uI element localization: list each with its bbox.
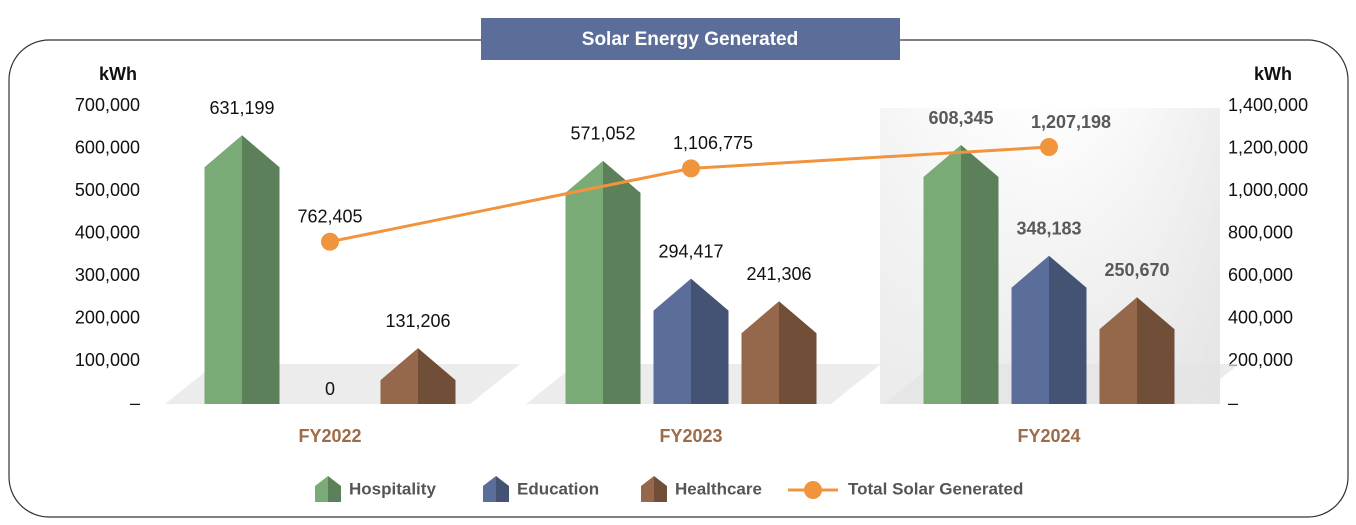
y2-tick-label: 400,000 (1228, 308, 1293, 328)
y2-tick-label: 1,400,000 (1228, 95, 1308, 115)
title-box (481, 18, 900, 60)
data-label: 608,345 (928, 108, 993, 128)
data-label: 294,417 (658, 241, 723, 261)
line-point (1040, 138, 1058, 157)
chart-title: Solar Energy Generated (582, 29, 798, 50)
y2-tick-label: 1,000,000 (1228, 180, 1308, 200)
data-label: 0 (325, 379, 335, 399)
data-label: 131,206 (385, 311, 450, 331)
y2-tick-label: 600,000 (1228, 265, 1293, 285)
legend-icon-left (315, 476, 328, 502)
data-label: 1,106,775 (673, 133, 753, 153)
x-tick-label: FY2024 (1017, 426, 1080, 446)
y-tick-label: 200,000 (75, 308, 140, 328)
legend-label: Total Solar Generated (848, 479, 1023, 498)
bar (565, 160, 641, 404)
legend-icon-right (654, 476, 667, 502)
data-label: 348,183 (1016, 219, 1081, 239)
bar-face-left (565, 160, 603, 404)
bar-face-left (653, 278, 691, 404)
legend-icon-left (483, 476, 496, 502)
y2-tick-label: – (1228, 393, 1238, 413)
x-tick-label: FY2022 (298, 426, 361, 446)
bar (204, 135, 280, 405)
bar-face-right (1137, 297, 1175, 404)
bar (653, 278, 729, 404)
bar-face-left (380, 348, 418, 404)
bar-face-right (242, 135, 280, 405)
y-tick-label: 500,000 (75, 180, 140, 200)
bar-face-left (1011, 255, 1049, 404)
y-tick-label: 600,000 (75, 137, 140, 157)
line-point (321, 232, 339, 251)
y2-tick-label: 1,200,000 (1228, 137, 1308, 157)
data-label: 1,207,198 (1031, 112, 1111, 132)
legend-icon-right (496, 476, 509, 502)
bar-face-left (1099, 297, 1137, 404)
bar-face-right (1049, 255, 1087, 404)
data-label: 241,306 (746, 264, 811, 284)
legend-label: Education (517, 479, 599, 498)
bar (1099, 297, 1175, 404)
bar-face-right (603, 160, 641, 404)
bar-face-right (691, 278, 729, 404)
bar-face-right (779, 301, 817, 404)
x-tick-label: FY2023 (659, 426, 722, 446)
y-tick-label: 700,000 (75, 95, 140, 115)
legend-marker (804, 481, 822, 499)
y-axis-label: kWh (99, 64, 137, 84)
y2-tick-label: 800,000 (1228, 222, 1293, 242)
bar-face-left (204, 135, 242, 405)
y2-axis-label: kWh (1254, 64, 1292, 84)
data-label: 250,670 (1104, 260, 1169, 280)
bar-face-right (418, 348, 456, 404)
data-label: 762,405 (297, 206, 362, 226)
legend-label: Healthcare (675, 479, 762, 498)
bar (741, 301, 817, 404)
y-tick-label: 300,000 (75, 265, 140, 285)
bar (1011, 255, 1087, 404)
bar-face-left (741, 301, 779, 404)
legend-icon-right (328, 476, 341, 502)
bar-face-right (961, 145, 999, 404)
y-tick-label: – (130, 393, 140, 413)
legend-icon-left (641, 476, 654, 502)
bar (380, 348, 456, 404)
bar (923, 145, 999, 404)
y-tick-label: 100,000 (75, 350, 140, 370)
line-point (682, 159, 700, 178)
legend-label: Hospitality (349, 479, 436, 498)
y2-tick-label: 200,000 (1228, 350, 1293, 370)
bar-face-left (923, 145, 961, 404)
data-label: 571,052 (570, 124, 635, 144)
data-label: 631,199 (209, 98, 274, 118)
y-tick-label: 400,000 (75, 222, 140, 242)
